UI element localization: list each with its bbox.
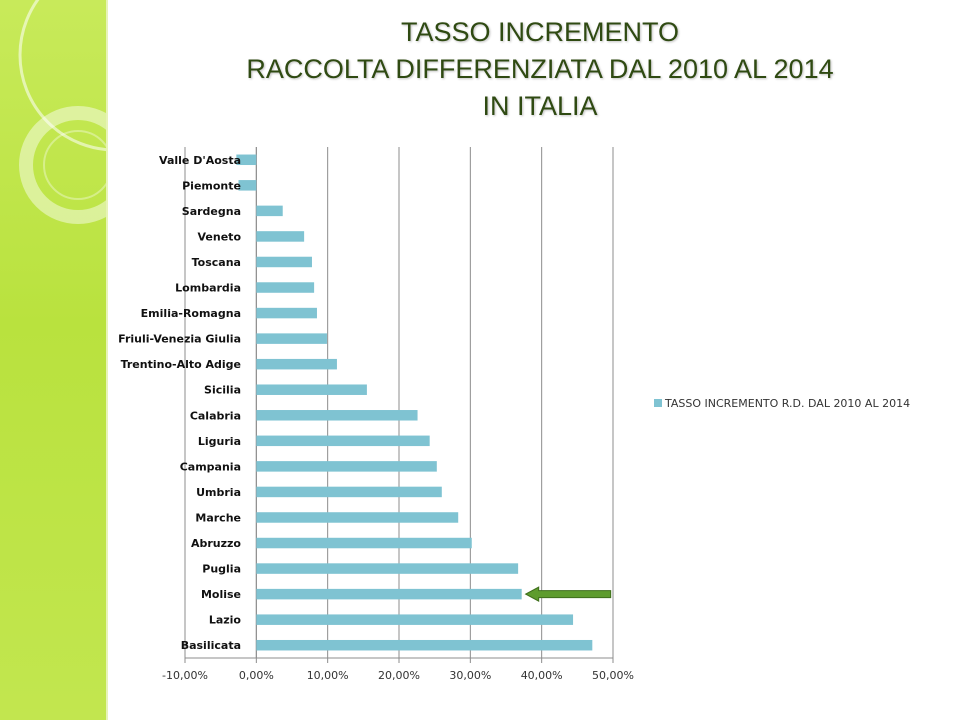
bar [256, 563, 519, 574]
title-line-3: IN ITALIA [482, 91, 598, 121]
x-tick-label: 40,00% [521, 669, 563, 682]
legend-label: TASSO INCREMENTO R.D. DAL 2010 AL 2014 [665, 397, 911, 410]
title-line-2: RACCOLTA DIFFERENZIATA DAL 2010 AL 2014 [246, 54, 834, 84]
category-label: Trentino-Alto Adige [121, 358, 241, 371]
x-tick-label: -10,00% [162, 669, 208, 682]
x-tick-label: 0,00% [239, 669, 274, 682]
category-label: Lombardia [175, 282, 241, 295]
bar [256, 231, 305, 242]
bar [256, 435, 430, 447]
sidebar-divider [106, 0, 108, 720]
category-label: Campania [180, 460, 241, 473]
bar [256, 282, 315, 293]
category-label: Lazio [209, 614, 242, 627]
slide-sidebar-decoration [0, 0, 106, 720]
bar [236, 154, 257, 166]
category-labels: Valle D'Aosta Piemonte Sardegna Veneto Tosca… [118, 154, 241, 652]
category-label: Basilicata [181, 639, 241, 652]
category-label: Emilia-Romagna [141, 307, 241, 320]
legend-swatch [654, 399, 662, 407]
bar [256, 537, 472, 549]
bar [256, 205, 283, 217]
bar [238, 180, 257, 191]
chart-legend: TASSO INCREMENTO R.D. DAL 2010 AL 2014 [654, 396, 914, 412]
category-label: Puglia [202, 563, 241, 576]
bar [256, 256, 312, 268]
category-label: Sicilia [204, 384, 241, 397]
category-label: Abruzzo [191, 537, 241, 550]
category-label: Molise [201, 588, 241, 601]
arrow-icon [524, 586, 612, 602]
bar [256, 461, 437, 472]
category-label: Sardegna [182, 205, 241, 218]
chart-grid [184, 147, 614, 663]
title-line-1: TASSO INCREMENTO [400, 17, 680, 47]
x-tick-labels: -10,00% 0,00% 10,00% 20,00% 30,00% 40,00% 50,0… [162, 669, 634, 682]
category-label: Liguria [198, 435, 241, 448]
bar [256, 639, 593, 651]
category-label: Toscana [192, 256, 241, 269]
x-tick-label: 20,00% [378, 669, 420, 682]
chart-bars [236, 154, 593, 651]
bar [256, 410, 418, 421]
category-label: Veneto [198, 230, 242, 243]
decorative-circles-icon [18, 0, 106, 224]
bar [256, 307, 317, 319]
bar [256, 588, 522, 600]
bar [256, 486, 442, 498]
x-tick-label: 30,00% [449, 669, 491, 682]
x-tick-label: 50,00% [592, 669, 634, 682]
x-tick-label: 10,00% [307, 669, 349, 682]
bar [256, 512, 459, 523]
category-label: Friuli-Venezia Giulia [118, 333, 241, 346]
category-label: Valle D'Aosta [159, 154, 241, 167]
bar [256, 358, 337, 370]
slide-title: TASSO INCREMENTO RACCOLTA DIFFERENZIATA … [140, 14, 940, 125]
bar [256, 384, 367, 395]
category-label: Umbria [196, 486, 241, 499]
bar [256, 614, 574, 625]
category-label: Piemonte [182, 179, 241, 192]
category-label: Marche [195, 511, 241, 524]
category-label: Calabria [190, 409, 241, 422]
chart-annotation [524, 586, 612, 602]
bar [256, 333, 327, 344]
